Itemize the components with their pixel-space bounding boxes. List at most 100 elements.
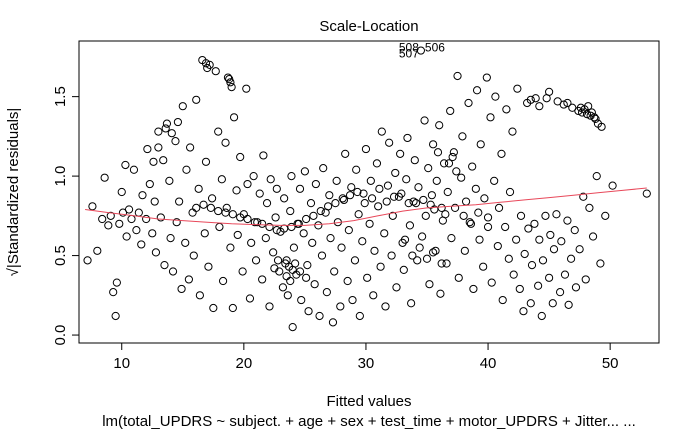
- data-point: [250, 218, 259, 227]
- data-point: [425, 280, 434, 289]
- data-point: [182, 165, 191, 174]
- data-point: [387, 251, 396, 260]
- data-point: [432, 176, 441, 185]
- data-point: [308, 238, 317, 247]
- data-point: [459, 211, 468, 220]
- data-point: [228, 210, 237, 219]
- data-point: [328, 318, 338, 327]
- data-point: [302, 273, 311, 282]
- data-point: [469, 284, 478, 294]
- data-point: [189, 251, 198, 260]
- data-point: [546, 230, 555, 240]
- data-point: [457, 173, 466, 182]
- data-point: [374, 202, 383, 211]
- data-point: [236, 213, 245, 222]
- data-point: [409, 197, 418, 206]
- data-point: [474, 208, 483, 217]
- data-point: [194, 184, 203, 193]
- data-point: [243, 214, 252, 224]
- data-point: [271, 213, 280, 222]
- data-point: [129, 165, 139, 174]
- data-point: [592, 172, 601, 181]
- data-point: [433, 148, 443, 157]
- data-point: [211, 67, 220, 76]
- data-point: [280, 194, 289, 203]
- data-point: [411, 199, 421, 208]
- data-point: [369, 291, 378, 300]
- data-point: [358, 237, 367, 246]
- data-point: [206, 203, 215, 212]
- data-point: [259, 151, 268, 160]
- data-point: [272, 184, 281, 193]
- data-point: [413, 256, 422, 265]
- data-point: [365, 219, 374, 228]
- data-point: [137, 240, 146, 249]
- data-point: [566, 254, 576, 263]
- data-point: [332, 176, 341, 185]
- data-point: [347, 183, 356, 192]
- data-point: [287, 222, 296, 232]
- data-point: [372, 159, 382, 168]
- data-point: [410, 156, 419, 165]
- data-point: [111, 311, 120, 321]
- data-point: [355, 311, 364, 321]
- data-point: [427, 191, 436, 200]
- data-point: [341, 149, 350, 158]
- data-point: [300, 167, 309, 176]
- x-tick-label: 50: [602, 355, 619, 372]
- data-point: [238, 267, 247, 276]
- plot-frame: [78, 40, 660, 344]
- model-formula-caption: lm(total_UPDRS ~ subject. + age + sex + …: [102, 413, 636, 430]
- data-point: [436, 289, 445, 298]
- data-point: [159, 156, 168, 165]
- data-point: [150, 197, 159, 206]
- x-axis-label: Fitted values: [326, 393, 411, 410]
- data-point: [266, 175, 275, 184]
- data-point: [142, 214, 151, 224]
- data-point: [262, 199, 272, 208]
- data-point: [207, 194, 217, 203]
- data-point: [570, 226, 579, 235]
- data-point: [483, 222, 493, 232]
- data-point: [138, 191, 147, 200]
- data-point: [354, 210, 363, 219]
- data-point: [454, 273, 463, 282]
- data-point: [154, 127, 163, 136]
- data-point: [480, 194, 489, 203]
- data-point: [559, 100, 568, 109]
- data-point: [186, 143, 195, 152]
- data-point: [297, 295, 306, 305]
- data-point: [519, 307, 528, 316]
- y-axis-label: √|Standardized residuals|: [5, 108, 22, 277]
- data-point: [98, 214, 107, 224]
- data-point: [545, 273, 554, 282]
- data-point: [531, 94, 540, 103]
- data-point: [192, 203, 201, 212]
- data-point: [366, 176, 375, 185]
- data-point: [501, 222, 510, 232]
- data-point: [472, 86, 482, 95]
- data-point: [420, 116, 429, 125]
- data-point: [450, 203, 460, 212]
- data-point: [291, 259, 300, 268]
- x-tick-label: 40: [480, 355, 497, 372]
- data-point: [516, 211, 526, 220]
- data-point: [403, 133, 412, 143]
- data-point: [294, 219, 303, 228]
- data-point: [173, 117, 183, 127]
- data-point: [167, 129, 176, 138]
- data-point: [526, 299, 535, 308]
- data-point: [166, 233, 175, 243]
- data-point: [326, 233, 335, 243]
- data-point: [303, 261, 312, 270]
- data-point: [555, 288, 565, 297]
- data-point: [370, 246, 379, 255]
- data-point: [289, 243, 299, 252]
- data-point: [316, 206, 325, 216]
- data-point: [178, 102, 187, 111]
- data-point: [331, 199, 340, 208]
- data-point: [162, 119, 172, 128]
- data-point: [392, 283, 401, 292]
- data-point: [323, 202, 333, 211]
- data-point: [465, 218, 474, 227]
